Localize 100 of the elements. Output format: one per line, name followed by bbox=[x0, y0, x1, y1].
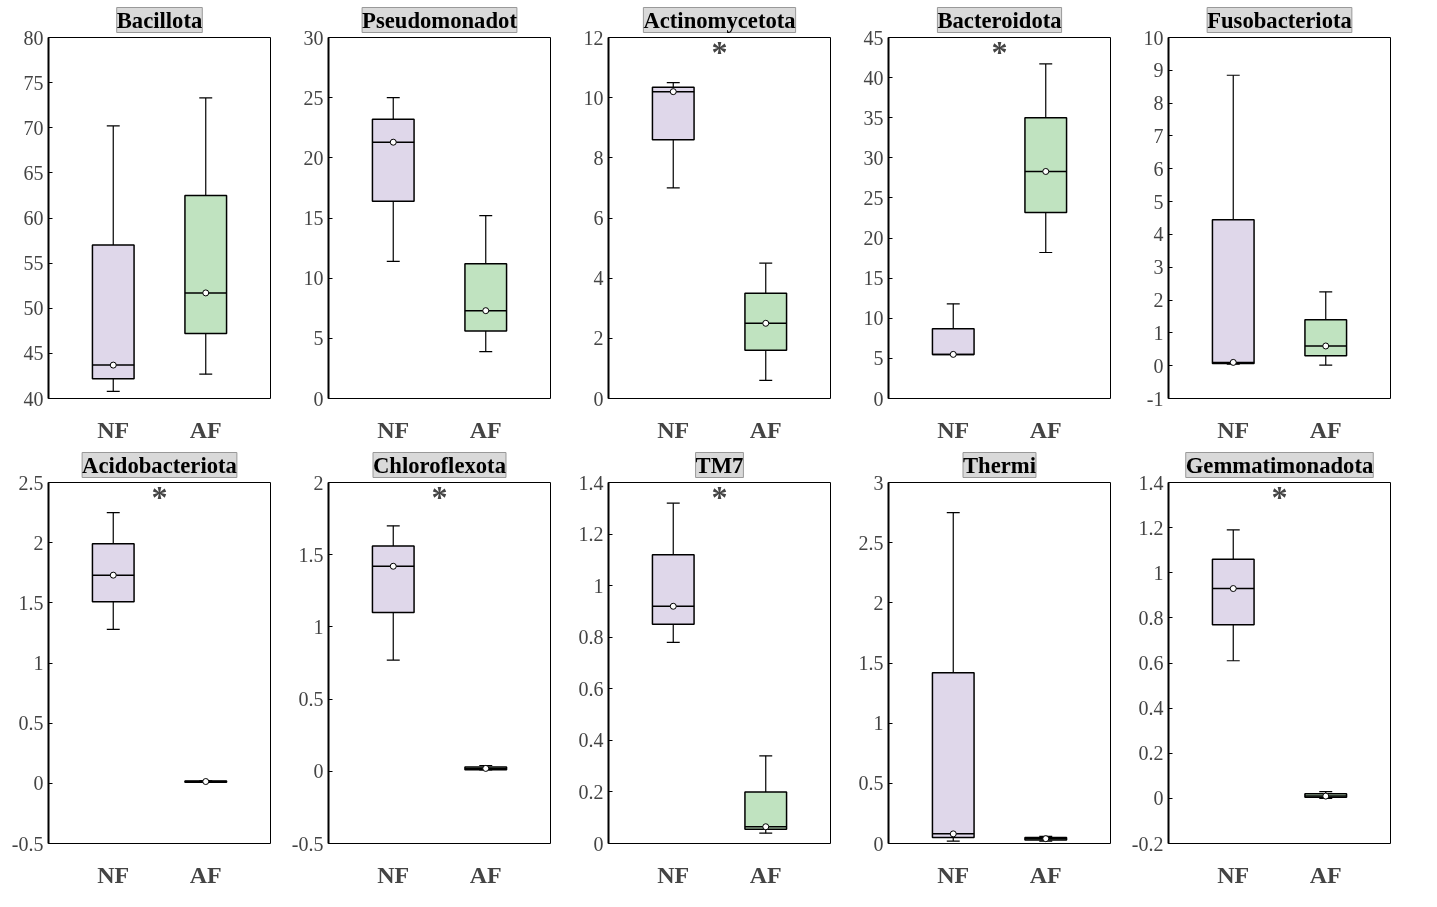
y-tick-label: 35 bbox=[863, 106, 884, 129]
y-tick-label: 1 bbox=[1153, 561, 1164, 584]
y-tick-label: 10 bbox=[863, 307, 884, 330]
y-tick-label: 1.5 bbox=[298, 543, 324, 566]
chart-title: Bacteroidota bbox=[937, 7, 1062, 33]
y-tick-label: 1.5 bbox=[858, 652, 884, 674]
chart-title: TM7 bbox=[695, 452, 744, 478]
y-tick-label: 1.2 bbox=[578, 523, 604, 546]
chart-title: Actinomycetota bbox=[643, 7, 796, 33]
x-tick-label: AF bbox=[749, 861, 782, 888]
annotation: * bbox=[711, 478, 728, 515]
y-tick-label: 0.6 bbox=[1138, 652, 1164, 674]
y-tick-label: 0.4 bbox=[578, 729, 604, 752]
x-tick-label: NF bbox=[657, 861, 690, 888]
y-tick-label: 50 bbox=[23, 297, 44, 320]
x-tick-label: AF bbox=[189, 416, 222, 443]
x-tick-label: NF bbox=[377, 416, 410, 443]
y-tick-label: 45 bbox=[23, 342, 44, 365]
y-tick-label: 10 bbox=[583, 86, 604, 109]
y-tick-label: 2 bbox=[33, 531, 44, 554]
y-tick-label: 5 bbox=[1153, 190, 1164, 213]
y-tick-label: 6 bbox=[1153, 157, 1164, 180]
y-tick-label: 0.2 bbox=[1138, 742, 1164, 765]
y-tick-label: -0.5 bbox=[11, 832, 44, 855]
y-tick-label: -1 bbox=[1146, 387, 1164, 410]
y-tick-label: 60 bbox=[23, 207, 44, 229]
y-tick-label: 0 bbox=[873, 387, 884, 410]
y-tick-label: 1 bbox=[313, 615, 324, 638]
y-tick-label: 10 bbox=[1143, 26, 1164, 49]
y-tick-label: 25 bbox=[303, 86, 324, 109]
x-tick-label: AF bbox=[1029, 416, 1062, 443]
y-tick-label: 4 bbox=[1153, 223, 1164, 246]
annotation: * bbox=[991, 33, 1008, 70]
y-tick-label: 70 bbox=[23, 116, 44, 139]
y-tick-label: 8 bbox=[593, 146, 604, 169]
x-tick-label: AF bbox=[469, 861, 502, 888]
y-tick-label: 55 bbox=[23, 252, 44, 275]
y-tick-label: 20 bbox=[303, 146, 324, 169]
y-tick-label: 0.5 bbox=[18, 712, 44, 735]
y-tick-label: 40 bbox=[23, 387, 44, 410]
y-tick-label: 3 bbox=[873, 471, 884, 494]
chart-title: Thermi bbox=[963, 452, 1036, 478]
chart-title: Gemmatimonadota bbox=[1185, 452, 1374, 478]
y-tick-label: 0 bbox=[1153, 787, 1164, 810]
y-tick-label: 0 bbox=[33, 772, 44, 795]
chart-title: Bacillota bbox=[116, 7, 203, 33]
y-tick-label: 0 bbox=[593, 832, 604, 855]
y-tick-label: 6 bbox=[593, 207, 604, 229]
annotation: * bbox=[1271, 478, 1288, 515]
x-tick-label: AF bbox=[469, 416, 502, 443]
annotation: * bbox=[151, 478, 168, 515]
y-tick-label: 1.4 bbox=[1138, 471, 1164, 494]
y-tick-label: 75 bbox=[23, 71, 44, 94]
y-tick-label: 0.2 bbox=[578, 780, 604, 803]
y-tick-label: 1.4 bbox=[578, 471, 604, 494]
x-tick-label: NF bbox=[377, 861, 410, 888]
chart-title: Acidobacteriota bbox=[82, 452, 237, 478]
y-tick-label: 1.5 bbox=[18, 591, 44, 614]
x-tick-label: NF bbox=[1217, 416, 1250, 443]
y-tick-label: 40 bbox=[863, 66, 884, 89]
x-tick-label: AF bbox=[1309, 861, 1342, 888]
y-tick-label: 1 bbox=[873, 712, 884, 735]
y-tick-label: 2 bbox=[1153, 289, 1164, 312]
y-tick-label: 1 bbox=[33, 652, 44, 674]
y-tick-label: 30 bbox=[303, 26, 324, 49]
x-tick-label: AF bbox=[1309, 416, 1342, 443]
y-tick-label: 0.5 bbox=[858, 772, 884, 795]
y-tick-label: 1 bbox=[593, 574, 604, 597]
y-tick-label: 2 bbox=[313, 471, 324, 494]
x-tick-label: AF bbox=[749, 416, 782, 443]
y-tick-label: 9 bbox=[1153, 59, 1164, 82]
y-tick-label: 30 bbox=[863, 146, 884, 169]
y-tick-label: 0.5 bbox=[298, 688, 324, 711]
x-tick-label: NF bbox=[937, 416, 970, 443]
y-tick-label: 1.2 bbox=[1138, 516, 1164, 539]
chart-title: Fusobacteriota bbox=[1207, 7, 1352, 33]
y-tick-label: 1 bbox=[1153, 321, 1164, 344]
x-tick-label: NF bbox=[97, 416, 130, 443]
y-tick-label: 45 bbox=[863, 26, 884, 49]
y-tick-label: 0.6 bbox=[578, 677, 604, 700]
y-tick-label: 4 bbox=[593, 267, 604, 290]
y-tick-label: 0 bbox=[593, 387, 604, 410]
y-tick-label: 25 bbox=[863, 186, 884, 209]
y-tick-label: 0 bbox=[1153, 354, 1164, 377]
y-tick-label: -0.5 bbox=[291, 832, 324, 855]
y-tick-label: 0.8 bbox=[578, 626, 604, 649]
y-tick-label: 2 bbox=[593, 327, 604, 350]
y-tick-label: 15 bbox=[863, 267, 884, 290]
y-tick-label: 20 bbox=[863, 227, 884, 250]
y-tick-label: 5 bbox=[873, 347, 884, 370]
x-tick-label: AF bbox=[1029, 861, 1062, 888]
y-tick-label: 0 bbox=[873, 832, 884, 855]
y-tick-label: 80 bbox=[23, 26, 44, 49]
y-tick-label: 2.5 bbox=[858, 531, 884, 554]
chart-title: Pseudomonadot bbox=[362, 7, 518, 33]
annotation: * bbox=[711, 33, 728, 70]
x-tick-label: NF bbox=[1217, 861, 1250, 888]
x-tick-label: NF bbox=[97, 861, 130, 888]
y-tick-label: -0.2 bbox=[1131, 832, 1164, 855]
y-tick-label: 2.5 bbox=[18, 471, 44, 494]
